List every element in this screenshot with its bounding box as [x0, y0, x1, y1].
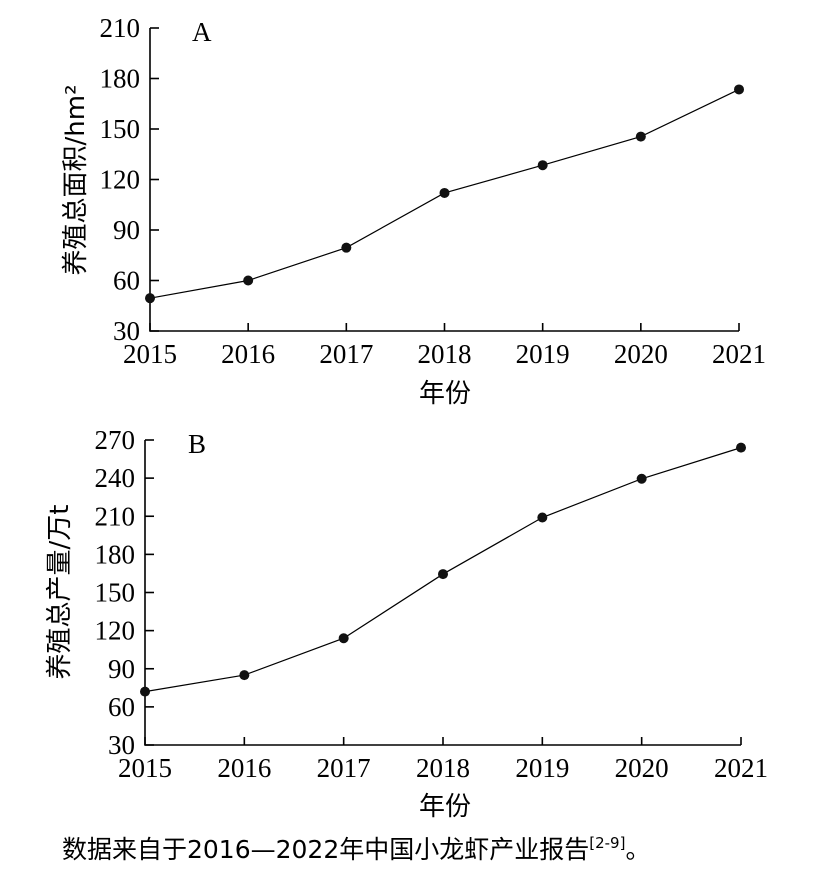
chart-b-x-tick-label: 2015	[118, 753, 172, 783]
chart-b-data-point	[338, 633, 349, 644]
chart-b-y-tick-label: 150	[95, 578, 136, 608]
chart-b-axes	[144, 440, 741, 746]
chart-a-data-point	[439, 187, 450, 198]
chart-a-x-tick-label: 2017	[319, 339, 373, 369]
chart-b: 养殖总产量/万t 30 60 90 120 150 180 210 240 270 2015 201…	[45, 425, 768, 822]
caption-reference: [2-9]	[589, 834, 625, 852]
chart-a-data-point	[145, 293, 155, 304]
chart-b-plot-area: 30 60 90 120 150 180 210 240 270 2015 2016 2017 2018…	[95, 425, 769, 783]
caption-text: 数据来自于2016—2022年中国小龙虾产业报告	[62, 835, 589, 864]
chart-a-data-point	[635, 131, 646, 142]
chart-b-data-point	[239, 670, 250, 681]
chart-a-y-axis-title: 养殖总面积/hm²	[61, 85, 91, 276]
chart-a-x-tick-label: 2021	[712, 339, 766, 369]
chart-a-x-tick-label: 2015	[123, 339, 177, 369]
chart-a-x-axis-title: 年份	[419, 379, 471, 409]
chart-b-y-tick-label: 120	[95, 616, 136, 646]
chart-a-y-tick-label: 60	[113, 266, 140, 296]
chart-b-y-axis-title: 养殖总产量/万t	[45, 505, 75, 680]
chart-b-x-tick-label: 2017	[317, 753, 371, 783]
chart-a-data-point	[537, 160, 548, 171]
chart-b-x-tick-label: 2020	[615, 753, 669, 783]
chart-b-data-point	[438, 569, 448, 580]
chart-a-y-tick-label: 180	[100, 64, 141, 94]
chart-a-plot-area: 30 60 90 120 150 180 210 2015 2016 2017 2018 2019 20…	[100, 13, 767, 369]
chart-a-x-tick-label: 2019	[516, 339, 570, 369]
chart-b-data-point	[736, 442, 746, 453]
chart-b-panel-label: B	[188, 429, 206, 459]
chart-b-x-tick-label: 2018	[416, 753, 470, 783]
figure-caption: 数据来自于2016—2022年中国小龙虾产业报告[2-9]。	[62, 834, 650, 864]
chart-b-x-tick-label: 2021	[714, 753, 768, 783]
chart-b-y-tick-label: 90	[108, 654, 135, 684]
chart-a-panel-label: A	[192, 17, 212, 47]
chart-b-x-tick-label: 2019	[515, 753, 569, 783]
chart-b-y-tick-label: 270	[95, 425, 136, 455]
chart-b-y-tick-label: 240	[95, 463, 136, 493]
chart-b-y-tick-label: 60	[108, 692, 135, 722]
chart-a-data-point	[243, 275, 254, 286]
chart-a-y-tick-label: 90	[113, 215, 140, 245]
chart-b-x-tick-label: 2016	[217, 753, 271, 783]
chart-b-y-tick-label: 30	[108, 730, 135, 760]
chart-a-y-tick-label: 150	[100, 114, 141, 144]
chart-b-data-point	[537, 512, 548, 523]
chart-a-x-tick-label: 2018	[418, 339, 472, 369]
chart-b-data-point	[636, 473, 647, 484]
caption-end: 。	[625, 835, 650, 864]
chart-a-data-point	[341, 242, 352, 253]
chart-a-x-tick-label: 2020	[614, 339, 668, 369]
chart-b-x-axis-title: 年份	[419, 792, 471, 822]
chart-a-y-tick-label: 120	[100, 165, 141, 195]
chart-a-y-tick-label: 30	[113, 316, 140, 346]
chart-a-data-point	[734, 84, 744, 95]
chart-b-y-tick-label: 210	[95, 501, 136, 531]
chart-b-data-point	[140, 686, 150, 697]
chart-a: 养殖总面积/hm² 30 60 90 120 150 180 210 2015 2016 2017…	[61, 13, 766, 409]
chart-b-y-tick-label: 180	[95, 539, 136, 569]
chart-a-y-tick-label: 210	[100, 13, 141, 43]
chart-a-x-tick-label: 2016	[221, 339, 275, 369]
chart-a-axes	[149, 28, 739, 332]
